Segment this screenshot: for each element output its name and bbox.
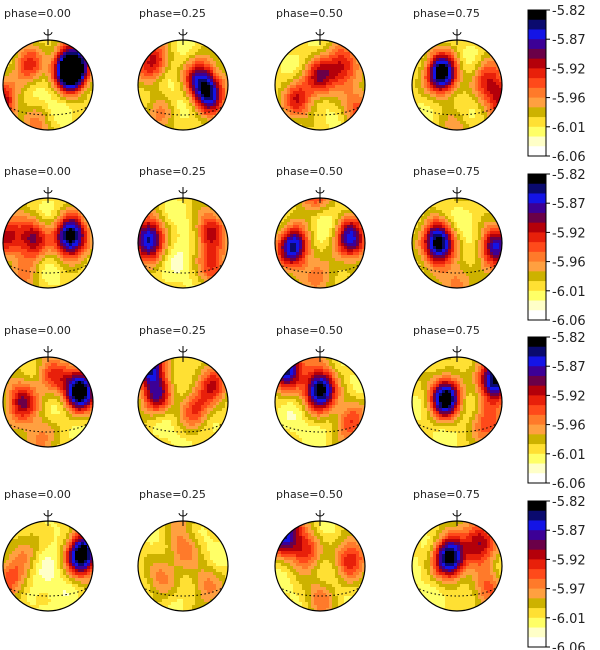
surface-map	[138, 357, 228, 447]
rotation-arrow-icon	[452, 31, 462, 36]
colorbar-tick-label: -6.06	[552, 150, 586, 165]
colorbar-tick-label: -5.87	[552, 524, 586, 539]
phase-label: phase=0.25	[139, 488, 206, 501]
stellar-disk: phase=0.75	[411, 165, 503, 289]
rotation-arrow-icon	[315, 512, 325, 517]
colorbar-tick-label: -6.06	[552, 477, 586, 492]
colorbar-tick-label: -6.06	[552, 314, 586, 329]
phase-label: phase=0.50	[276, 488, 343, 501]
stellar-disk: phase=0.00	[2, 324, 94, 448]
surface-map	[275, 198, 365, 288]
phase-label: phase=0.25	[139, 165, 206, 178]
stellar-disk: phase=0.75	[411, 7, 503, 131]
phase-label: phase=0.00	[4, 7, 71, 20]
rotation-arrow-icon	[452, 189, 462, 194]
colorbar-tick-label: -6.01	[552, 121, 586, 136]
colorbar-tick-label: -5.92	[552, 553, 586, 568]
surface-map	[3, 40, 93, 130]
colorbar-tick-label: -5.96	[552, 419, 586, 434]
colorbar-tick-label: -5.96	[552, 256, 586, 271]
phase-label: phase=0.25	[139, 324, 206, 337]
rotation-arrow-icon	[43, 31, 53, 36]
colorbar-tick-label: -5.82	[552, 4, 586, 19]
rotation-arrow-icon	[178, 189, 188, 194]
colorbar-frame	[527, 173, 547, 321]
stellar-disk: phase=0.00	[2, 488, 94, 612]
rotation-arrow-icon	[315, 189, 325, 194]
phase-label: phase=0.00	[4, 165, 71, 178]
phase-label: phase=0.25	[139, 7, 206, 20]
colorbar-tick-label: -5.97	[552, 583, 586, 598]
colorbar-tick-label: -5.82	[552, 495, 586, 510]
stellar-disk: phase=0.25	[137, 165, 229, 289]
rotation-arrow-icon	[43, 348, 53, 353]
rotation-arrow-icon	[452, 512, 462, 517]
stellar-disk: phase=0.25	[137, 488, 229, 612]
stellar-disk: phase=0.50	[274, 7, 366, 131]
rotation-arrow-icon	[315, 31, 325, 36]
surface-map	[412, 198, 502, 288]
colorbar: -5.82 -5.87 -5.92 -5.96 -6.01 -6.06	[527, 4, 586, 165]
stellar-disk: phase=0.75	[411, 488, 503, 612]
colorbar-frame	[527, 9, 547, 157]
surface-map	[412, 40, 502, 130]
stellar-disk: phase=0.25	[137, 7, 229, 131]
colorbar-tick-label: -5.92	[552, 62, 586, 77]
rotation-arrow-icon	[178, 512, 188, 517]
phase-label: phase=0.00	[4, 488, 71, 501]
surface-map	[275, 521, 365, 611]
colorbar-frame	[527, 336, 547, 484]
colorbar-tick-label: -6.01	[552, 448, 586, 463]
rotation-arrow-icon	[315, 348, 325, 353]
colorbar-tick-label: -5.87	[552, 33, 586, 48]
surface-map	[138, 40, 228, 130]
phase-label: phase=0.75	[413, 7, 480, 20]
stellar-disk: phase=0.50	[274, 488, 366, 612]
rotation-arrow-icon	[43, 512, 53, 517]
surface-map	[412, 357, 502, 447]
colorbar: -5.82 -5.87 -5.92 -5.97 -6.01 -6.06	[527, 495, 586, 650]
colorbar-tick-label: -6.01	[552, 612, 586, 627]
phase-label: phase=0.75	[413, 488, 480, 501]
stellar-disk: phase=0.00	[2, 7, 94, 131]
colorbar-frame	[527, 500, 547, 648]
colorbar-tick-label: -6.01	[552, 285, 586, 300]
colorbar-tick-label: -5.92	[552, 389, 586, 404]
rotation-arrow-icon	[178, 348, 188, 353]
rotation-arrow-icon	[43, 189, 53, 194]
colorbar-tick-label: -5.92	[552, 226, 586, 241]
colorbar-tick-label: -5.82	[552, 168, 586, 183]
phase-label: phase=0.75	[413, 324, 480, 337]
phase-label: phase=0.50	[276, 165, 343, 178]
colorbar: -5.82 -5.87 -5.92 -5.96 -6.01 -6.06	[527, 331, 586, 492]
colorbar-tick-label: -5.82	[552, 331, 586, 346]
phase-label: phase=0.75	[413, 165, 480, 178]
colorbar-tick-label: -5.87	[552, 197, 586, 212]
phase-label: phase=0.00	[4, 324, 71, 337]
stellar-disk: phase=0.50	[274, 165, 366, 289]
stellar-disk: phase=0.00	[2, 165, 94, 289]
phase-label: phase=0.50	[276, 324, 343, 337]
rotation-arrow-icon	[178, 31, 188, 36]
colorbar-tick-label: -5.96	[552, 92, 586, 107]
stellar-disk: phase=0.25	[137, 324, 229, 448]
colorbar-tick-label: -5.87	[552, 360, 586, 375]
rotation-arrow-icon	[452, 348, 462, 353]
colorbar-tick-label: -6.06	[552, 641, 586, 650]
phase-label: phase=0.50	[276, 7, 343, 20]
surface-map	[3, 357, 93, 447]
stellar-disk: phase=0.75	[411, 324, 503, 448]
stellar-disk: phase=0.50	[274, 324, 366, 448]
colorbar: -5.82 -5.87 -5.92 -5.96 -6.01 -6.06	[527, 168, 586, 329]
